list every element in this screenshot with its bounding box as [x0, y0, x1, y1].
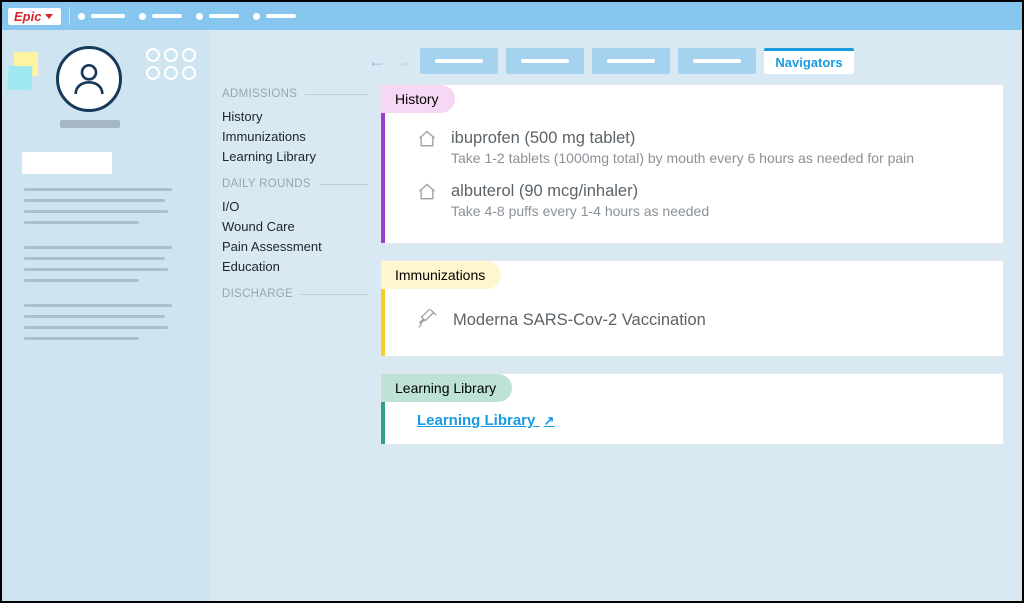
tab-label-placeholder — [607, 59, 655, 63]
main-body: History ibuprofen (500 mg tablet) Take 1-… — [374, 74, 1004, 587]
toolbar-divider — [69, 7, 70, 25]
nav-section-rule — [319, 184, 368, 185]
toolbar-dot-icon — [253, 13, 260, 20]
toolbar-label-placeholder — [91, 14, 125, 18]
quick-action-dot[interactable] — [164, 48, 178, 62]
home-med-icon — [417, 129, 439, 166]
tab-label-placeholder — [521, 59, 569, 63]
tab-forward-button[interactable]: → — [394, 48, 412, 74]
app-frame: Epic — [0, 0, 1024, 603]
learning-library-link[interactable]: Learning Library ↗ — [417, 412, 554, 429]
syringe-icon — [417, 307, 439, 334]
immunization-row[interactable]: Moderna SARS-Cov-2 Vaccination — [417, 299, 985, 342]
medication-instructions: Take 1-2 tablets (1000mg total) by mouth… — [451, 150, 914, 166]
quick-action-dot[interactable] — [146, 48, 160, 62]
epic-logo-text: Epic — [14, 9, 41, 24]
toolbar-dot-icon — [139, 13, 146, 20]
quick-action-dot[interactable] — [146, 66, 160, 80]
tab-placeholder[interactable] — [678, 48, 756, 74]
nav-item[interactable]: Education — [222, 256, 368, 276]
external-link-icon: ↗ — [544, 413, 555, 428]
activity-tabstrip: ← → Navigators — [368, 38, 1004, 74]
quick-action-dot[interactable] — [182, 66, 196, 80]
tab-back-button[interactable]: ← — [368, 48, 386, 74]
nav-item[interactable]: Pain Assessment — [222, 236, 368, 256]
tab-label-placeholder — [435, 59, 483, 63]
toolbar-item[interactable] — [78, 13, 125, 20]
navigator-sidebar: ADMISSIONS HistoryImmunizationsLearning L… — [210, 30, 374, 601]
person-icon — [69, 59, 109, 99]
quick-action-grid — [146, 48, 196, 80]
nav-item[interactable]: History — [222, 106, 368, 126]
nav-section-title: ADMISSIONS — [222, 88, 297, 100]
tab-placeholder[interactable] — [420, 48, 498, 74]
tab-label-placeholder — [693, 59, 741, 63]
chevron-down-icon — [45, 14, 53, 19]
toolbar-item[interactable] — [196, 13, 239, 20]
toolbar-label-placeholder — [209, 14, 239, 18]
patient-info-lines — [24, 304, 188, 340]
card-history: History ibuprofen (500 mg tablet) Take 1-… — [380, 84, 1004, 244]
card-immunizations: Immunizations Moderna SARS-Cov-2 Vaccina… — [380, 260, 1004, 357]
card-learning-library: Learning Library Learning Library ↗ — [380, 373, 1004, 445]
toolbar-dot-icon — [196, 13, 203, 20]
sticky-note-icon[interactable] — [8, 66, 33, 91]
medication-row[interactable]: ibuprofen (500 mg tablet) Take 1-2 tablet… — [417, 123, 985, 176]
medication-row[interactable]: albuterol (90 mcg/inhaler) Take 4-8 puffs… — [417, 176, 985, 229]
toolbar-item[interactable] — [253, 13, 296, 20]
link-label: Learning Library — [417, 412, 535, 429]
nav-section-header: ADMISSIONS — [222, 88, 368, 100]
patient-sidebar — [2, 30, 210, 601]
nav-item[interactable]: I/O — [222, 196, 368, 216]
nav-section-title: DAILY ROUNDS — [222, 178, 311, 190]
card-header: History — [381, 85, 455, 113]
nav-section-title: DISCHARGE — [222, 288, 293, 300]
home-med-icon — [417, 182, 439, 219]
quick-action-dot[interactable] — [164, 66, 178, 80]
quick-action-dot[interactable] — [182, 48, 196, 62]
card-header: Immunizations — [381, 261, 501, 289]
toolbar-label-placeholder — [152, 14, 182, 18]
tab-label: Navigators — [775, 55, 842, 70]
immunization-name: Moderna SARS-Cov-2 Vaccination — [453, 311, 706, 330]
toolbar-dot-icon — [78, 13, 85, 20]
nav-item[interactable]: Learning Library — [222, 146, 368, 166]
card-title: Learning Library — [395, 380, 496, 396]
patient-name-placeholder — [60, 120, 120, 128]
medication-name: albuterol (90 mcg/inhaler) — [451, 182, 709, 201]
patient-info-lines — [24, 188, 188, 224]
tab-placeholder[interactable] — [506, 48, 584, 74]
tab-navigators[interactable]: Navigators — [764, 48, 854, 74]
patient-avatar[interactable] — [56, 46, 122, 112]
toolbar-item[interactable] — [139, 13, 182, 20]
nav-item[interactable]: Immunizations — [222, 126, 368, 146]
medication-instructions: Take 4-8 puffs every 1-4 hours as needed — [451, 203, 709, 219]
nav-section-rule — [305, 94, 368, 95]
medication-name: ibuprofen (500 mg tablet) — [451, 129, 914, 148]
patient-field-placeholder[interactable] — [22, 152, 112, 174]
main-column: ← → Navigators History ibuprofen (500 mg… — [374, 30, 1022, 601]
toolbar-label-placeholder — [266, 14, 296, 18]
top-toolbar: Epic — [2, 2, 1022, 30]
nav-section-header: DAILY ROUNDS — [222, 178, 368, 190]
card-title: History — [395, 91, 439, 107]
nav-item[interactable]: Wound Care — [222, 216, 368, 236]
nav-section-rule — [301, 294, 368, 295]
tab-placeholder[interactable] — [592, 48, 670, 74]
nav-section-header: DISCHARGE — [222, 288, 368, 300]
card-title: Immunizations — [395, 267, 485, 283]
card-header: Learning Library — [381, 374, 512, 402]
patient-info-lines — [24, 246, 188, 282]
content-area: ADMISSIONSHistoryImmunizationsLearning L… — [2, 30, 1022, 601]
epic-menu-button[interactable]: Epic — [8, 8, 61, 25]
